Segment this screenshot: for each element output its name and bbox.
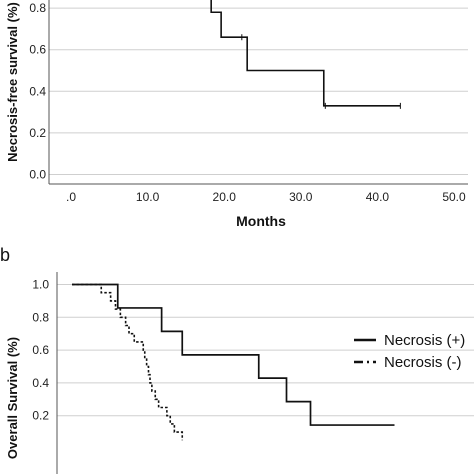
panel-a-y-tick-label: 0.0: [29, 168, 46, 182]
legend-label-necrosis-negative: Necrosis (-): [384, 354, 462, 371]
panel-b-y-tick-label: 0.2: [32, 409, 49, 423]
series-line-necrosis-positive: [72, 283, 395, 426]
panel-b-y-tick-label: 0.6: [32, 343, 49, 357]
panel-a-y-tick-label: 0.2: [29, 126, 46, 140]
panel-a: 0.0 0.2 0.4 0.6 0.8 .0 10.0 20.0 30.0 40.0 50.0 N…: [5, 0, 468, 229]
panel-b-gridlines: [57, 284, 474, 417]
panel-b-survival-curves: [72, 283, 395, 441]
panel-a-y-tick-label: 0.4: [29, 84, 46, 98]
panel-a-series-line: [210, 0, 401, 107]
panel-a-survival-curve: [210, 0, 401, 109]
panel-b-y-axis-label: Overall Survival (%): [5, 337, 20, 459]
panel-b-label: b: [0, 245, 10, 265]
panel-a-x-tick-label: 50.0: [442, 190, 466, 204]
panel-a-x-tick-label: .0: [66, 190, 76, 204]
panel-a-x-tick-label: 10.0: [136, 190, 160, 204]
panel-a-y-axis-label: Necrosis-free survival (%): [5, 2, 20, 162]
panel-a-x-tick-labels: .0 10.0 20.0 30.0 40.0 50.0: [66, 190, 466, 204]
panel-b-y-tick-label: 0.4: [32, 376, 49, 390]
series-line-necrosis-negative: [72, 283, 184, 441]
panel-b-y-tick-labels: 1.0 0.8 0.6 0.4 0.2: [32, 278, 49, 423]
legend-label-necrosis-positive: Necrosis (+): [384, 332, 465, 349]
panel-a-x-tick-label: 40.0: [366, 190, 390, 204]
panel-b-y-tick-label: 1.0: [32, 278, 49, 292]
panel-a-y-tick-label: 0.6: [29, 43, 46, 57]
panel-b-y-tick-label: 0.8: [32, 310, 49, 324]
panel-a-x-tick-label: 30.0: [289, 190, 313, 204]
panel-b-legend: Necrosis (+) Necrosis (-): [354, 332, 465, 371]
panel-a-gridlines: [49, 7, 468, 175]
panel-a-y-tick-label: 0.8: [29, 1, 46, 15]
panel-a-y-tick-labels: 0.0 0.2 0.4 0.6 0.8: [29, 1, 46, 181]
panel-a-x-tick-label: 20.0: [213, 190, 237, 204]
panel-b: b 1.0 0.8 0.6 0.4 0.2 Overall Survival (%) N…: [0, 245, 474, 474]
panel-a-x-axis-label: Months: [236, 213, 286, 229]
